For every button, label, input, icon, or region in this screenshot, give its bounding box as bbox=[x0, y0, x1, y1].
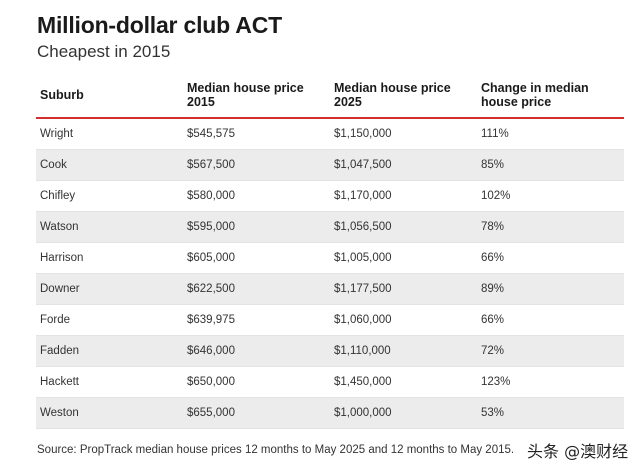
cell-price-2025: $1,047,500 bbox=[330, 149, 477, 181]
cell-suburb: Forde bbox=[36, 304, 183, 336]
cell-price-2025: $1,110,000 bbox=[330, 335, 477, 367]
cell-suburb: Wright bbox=[36, 118, 183, 150]
cell-suburb: Chifley bbox=[36, 180, 183, 212]
table-row: Weston $655,000 $1,000,000 53% bbox=[36, 397, 624, 429]
column-header-price-2025: Median house price 2025 bbox=[330, 74, 477, 119]
watermark-logo: 头条 @澳财经 bbox=[527, 442, 629, 461]
table-row: Fadden $646,000 $1,110,000 72% bbox=[36, 335, 624, 367]
cell-price-2015: $622,500 bbox=[183, 273, 330, 305]
cell-suburb: Cook bbox=[36, 149, 183, 181]
page-title: Million-dollar club ACT bbox=[37, 12, 282, 38]
cell-change: 123% bbox=[477, 366, 624, 398]
cell-price-2025: $1,170,000 bbox=[330, 180, 477, 212]
cell-suburb: Watson bbox=[36, 211, 183, 243]
cell-change: 66% bbox=[477, 304, 624, 336]
cell-price-2015: $639,975 bbox=[183, 304, 330, 336]
table-row: Wright $545,575 $1,150,000 111% bbox=[36, 118, 624, 150]
cell-change: 53% bbox=[477, 397, 624, 429]
price-table: Suburb Median house price 2015 Median hou… bbox=[36, 74, 624, 429]
cell-price-2025: $1,000,000 bbox=[330, 397, 477, 429]
cell-price-2015: $605,000 bbox=[183, 242, 330, 274]
cell-price-2015: $646,000 bbox=[183, 335, 330, 367]
cell-change: 72% bbox=[477, 335, 624, 367]
table-row: Chifley $580,000 $1,170,000 102% bbox=[36, 180, 624, 212]
cell-price-2025: $1,056,500 bbox=[330, 211, 477, 243]
cell-change: 89% bbox=[477, 273, 624, 305]
cell-suburb: Hackett bbox=[36, 366, 183, 398]
cell-price-2015: $567,500 bbox=[183, 149, 330, 181]
cell-price-2025: $1,177,500 bbox=[330, 273, 477, 305]
cell-price-2015: $650,000 bbox=[183, 366, 330, 398]
table-row: Watson $595,000 $1,056,500 78% bbox=[36, 211, 624, 243]
cell-suburb: Harrison bbox=[36, 242, 183, 274]
cell-price-2025: $1,060,000 bbox=[330, 304, 477, 336]
cell-price-2025: $1,150,000 bbox=[330, 118, 477, 150]
table-row: Hackett $650,000 $1,450,000 123% bbox=[36, 366, 624, 398]
cell-price-2015: $655,000 bbox=[183, 397, 330, 429]
cell-price-2015: $545,575 bbox=[183, 118, 330, 150]
cell-price-2025: $1,450,000 bbox=[330, 366, 477, 398]
cell-change: 85% bbox=[477, 149, 624, 181]
table-row: Downer $622,500 $1,177,500 89% bbox=[36, 273, 624, 305]
cell-change: 111% bbox=[477, 118, 624, 150]
table-header-row: Suburb Median house price 2015 Median hou… bbox=[36, 74, 624, 119]
cell-suburb: Weston bbox=[36, 397, 183, 429]
table-row: Cook $567,500 $1,047,500 85% bbox=[36, 149, 624, 181]
column-header-change: Change in median house price bbox=[477, 74, 624, 119]
table-row: Harrison $605,000 $1,005,000 66% bbox=[36, 242, 624, 274]
column-header-price-2015: Median house price 2015 bbox=[183, 74, 330, 119]
cell-change: 102% bbox=[477, 180, 624, 212]
table-row: Forde $639,975 $1,060,000 66% bbox=[36, 304, 624, 336]
column-header-suburb: Suburb bbox=[36, 74, 183, 119]
cell-change: 78% bbox=[477, 211, 624, 243]
table-body: Wright $545,575 $1,150,000 111% Cook $567,500… bbox=[36, 118, 624, 429]
cell-price-2015: $595,000 bbox=[183, 211, 330, 243]
cell-price-2025: $1,005,000 bbox=[330, 242, 477, 274]
page-subtitle: Cheapest in 2015 bbox=[37, 42, 171, 61]
source-note: Source: PropTrack median house prices 12… bbox=[37, 444, 515, 456]
cell-suburb: Fadden bbox=[36, 335, 183, 367]
cell-change: 66% bbox=[477, 242, 624, 274]
cell-suburb: Downer bbox=[36, 273, 183, 305]
cell-price-2015: $580,000 bbox=[183, 180, 330, 212]
